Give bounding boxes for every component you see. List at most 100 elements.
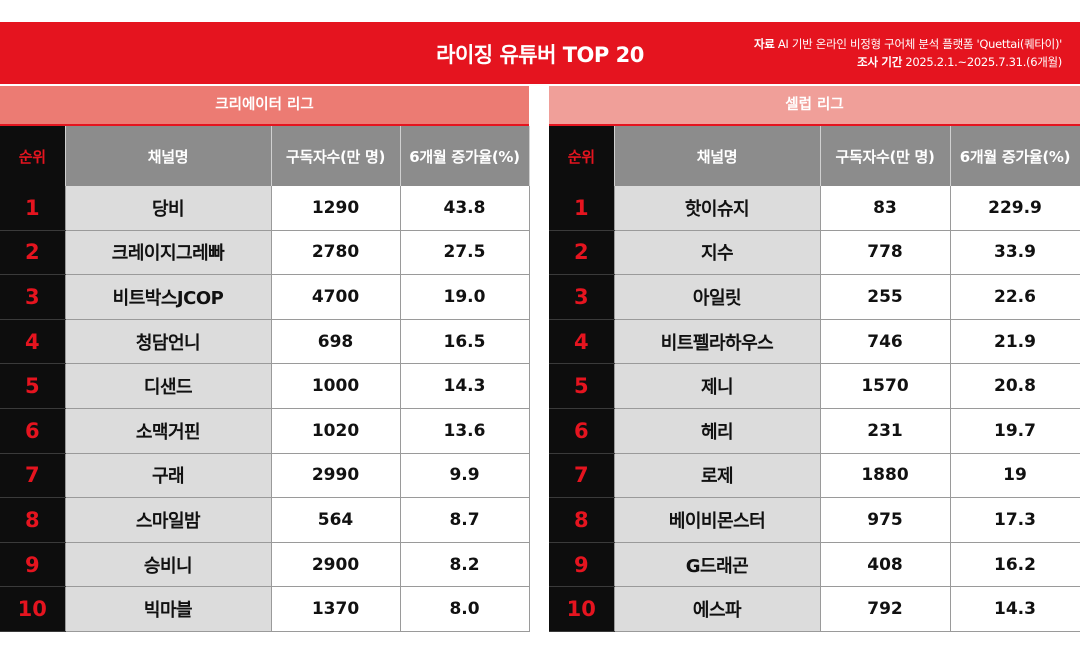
table-row: 7 구래 2990 9.9: [0, 453, 530, 499]
rank-cell: 4: [549, 319, 615, 365]
column-header-growth: 6개월 증가율(%): [950, 126, 1080, 186]
subscribers-cell: 1020: [271, 408, 401, 454]
table-row: 9 승비니 2900 8.2: [0, 542, 530, 588]
rank-cell: 3: [0, 274, 66, 320]
growth-rate-cell: 14.3: [950, 586, 1080, 632]
channel-name-cell: 제니: [614, 363, 821, 409]
growth-rate-cell: 19: [950, 453, 1080, 499]
channel-name-cell: 스마일밤: [65, 497, 272, 543]
period-label: 조사 기간: [857, 55, 902, 69]
growth-rate-cell: 8.2: [400, 542, 530, 588]
rank-cell: 7: [549, 453, 615, 499]
rank-cell: 10: [0, 586, 66, 632]
rank-cell: 8: [0, 497, 66, 543]
channel-name-cell: 소맥거핀: [65, 408, 272, 454]
subscribers-cell: 2900: [271, 542, 401, 588]
channel-name-cell: 비트박스JCOP: [65, 274, 272, 320]
subscribers-cell: 2990: [271, 453, 401, 499]
column-header-channel: 채널명: [65, 126, 272, 186]
subscribers-cell: 231: [820, 408, 951, 454]
rank-cell: 6: [0, 408, 66, 454]
creator-league-title: 크리에이터 리그: [0, 86, 529, 126]
table-row: 8 베이비몬스터 975 17.3: [549, 497, 1080, 543]
subscribers-cell: 4700: [271, 274, 401, 320]
growth-rate-cell: 19.0: [400, 274, 530, 320]
creator-league-table: 순위 채널명 구독자수(만 명) 6개월 증가율(%) 1 당비 1290 43.8 2…: [0, 126, 530, 632]
table-row: 5 제니 1570 20.8: [549, 363, 1080, 409]
channel-name-cell: 지수: [614, 230, 821, 276]
source-note: 자료 AI 기반 온라인 비정형 구어체 분석 플랫폼 'Quettai(퀘타이…: [754, 35, 1062, 71]
rank-cell: 4: [0, 319, 66, 365]
subscribers-cell: 1290: [271, 186, 401, 231]
column-header-rank: 순위: [0, 126, 66, 186]
table-row: 4 비트펠라하우스 746 21.9: [549, 319, 1080, 365]
source-text: AI 기반 온라인 비정형 구어체 분석 플랫폼 'Quettai(퀘타이)': [777, 37, 1062, 51]
channel-name-cell: 크레이지그레빠: [65, 230, 272, 276]
channel-name-cell: 빅마블: [65, 586, 272, 632]
table-row: 7 로제 1880 19: [549, 453, 1080, 499]
table-row: 3 비트박스JCOP 4700 19.0: [0, 274, 530, 320]
growth-rate-cell: 33.9: [950, 230, 1080, 276]
channel-name-cell: 아일릿: [614, 274, 821, 320]
rank-cell: 8: [549, 497, 615, 543]
table-header-row: 순위 채널명 구독자수(만 명) 6개월 증가율(%): [0, 126, 530, 186]
rank-cell: 2: [0, 230, 66, 276]
growth-rate-cell: 16.5: [400, 319, 530, 365]
table-row: 6 헤리 231 19.7: [549, 408, 1080, 454]
growth-rate-cell: 20.8: [950, 363, 1080, 409]
rank-cell: 6: [549, 408, 615, 454]
channel-name-cell: 디샌드: [65, 363, 272, 409]
column-header-subscribers: 구독자수(만 명): [820, 126, 951, 186]
source-line: 자료 AI 기반 온라인 비정형 구어체 분석 플랫폼 'Quettai(퀘타이…: [754, 35, 1062, 53]
growth-rate-cell: 16.2: [950, 542, 1080, 588]
channel-name-cell: 구래: [65, 453, 272, 499]
period-text: 2025.2.1.~2025.7.31.(6개월): [905, 55, 1062, 69]
channel-name-cell: 핫이슈지: [614, 186, 821, 231]
rank-cell: 1: [0, 186, 66, 231]
column-header-subscribers: 구독자수(만 명): [271, 126, 401, 186]
subscribers-cell: 698: [271, 319, 401, 365]
growth-rate-cell: 229.9: [950, 186, 1080, 231]
table-header-row: 순위 채널명 구독자수(만 명) 6개월 증가율(%): [549, 126, 1080, 186]
channel-name-cell: 청담언니: [65, 319, 272, 365]
subscribers-cell: 1000: [271, 363, 401, 409]
table-row: 5 디샌드 1000 14.3: [0, 363, 530, 409]
growth-rate-cell: 14.3: [400, 363, 530, 409]
table-row: 8 스마일밤 564 8.7: [0, 497, 530, 543]
growth-rate-cell: 21.9: [950, 319, 1080, 365]
rank-cell: 5: [0, 363, 66, 409]
subscribers-cell: 1570: [820, 363, 951, 409]
growth-rate-cell: 17.3: [950, 497, 1080, 543]
celeb-league-title: 셀럽 리그: [549, 86, 1080, 126]
period-line: 조사 기간 2025.2.1.~2025.7.31.(6개월): [754, 53, 1062, 71]
subscribers-cell: 1370: [271, 586, 401, 632]
growth-rate-cell: 9.9: [400, 453, 530, 499]
column-header-growth: 6개월 증가율(%): [400, 126, 530, 186]
title-banner: 라이징 유튜버 TOP 20 자료 AI 기반 온라인 비정형 구어체 분석 플…: [0, 22, 1080, 84]
celeb-table-body: 1 핫이슈지 83 229.9 2 지수 778 33.9 3 아일릿 255 22.6 4 비트펠라하우…: [549, 186, 1080, 632]
table-row: 1 핫이슈지 83 229.9: [549, 186, 1080, 231]
creator-table-body: 1 당비 1290 43.8 2 크레이지그레빠 2780 27.5 3 비트박스JCOP 4700…: [0, 186, 530, 632]
source-label: 자료: [753, 37, 775, 51]
growth-rate-cell: 19.7: [950, 408, 1080, 454]
channel-name-cell: 비트펠라하우스: [614, 319, 821, 365]
column-header-rank: 순위: [549, 126, 615, 186]
celeb-league-section: 셀럽 리그 순위 채널명 구독자수(만 명) 6개월 증가율(%) 1 핫이슈지 8…: [549, 86, 1080, 632]
subscribers-cell: 408: [820, 542, 951, 588]
growth-rate-cell: 8.0: [400, 586, 530, 632]
channel-name-cell: 에스파: [614, 586, 821, 632]
subscribers-cell: 778: [820, 230, 951, 276]
subscribers-cell: 746: [820, 319, 951, 365]
table-row: 6 소맥거핀 1020 13.6: [0, 408, 530, 454]
rank-cell: 2: [549, 230, 615, 276]
page-title: 라이징 유튜버 TOP 20: [436, 43, 644, 67]
table-row: 10 에스파 792 14.3: [549, 586, 1080, 632]
subscribers-cell: 83: [820, 186, 951, 231]
growth-rate-cell: 13.6: [400, 408, 530, 454]
channel-name-cell: G드래곤: [614, 542, 821, 588]
rank-cell: 7: [0, 453, 66, 499]
table-row: 2 크레이지그레빠 2780 27.5: [0, 230, 530, 276]
rank-cell: 5: [549, 363, 615, 409]
table-row: 1 당비 1290 43.8: [0, 186, 530, 231]
channel-name-cell: 로제: [614, 453, 821, 499]
